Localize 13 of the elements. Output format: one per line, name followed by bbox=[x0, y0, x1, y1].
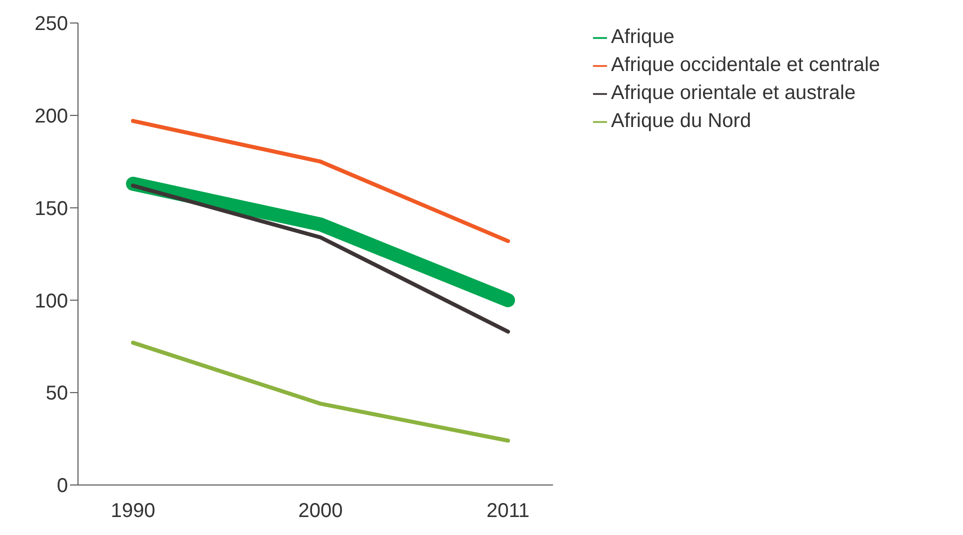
y-tick-label: 50 bbox=[46, 382, 68, 405]
x-tick-label: 1990 bbox=[110, 500, 156, 522]
y-tick-label: 0 bbox=[56, 475, 68, 498]
legend-label: Afrique du Nord bbox=[611, 110, 752, 132]
y-tick-label: 250 bbox=[34, 13, 68, 36]
x-tick-label: 2000 bbox=[298, 500, 343, 522]
legend-label: Afrique bbox=[611, 26, 674, 48]
legend-label: Afrique occidentale et centrale bbox=[611, 54, 880, 76]
x-tick-label: 2011 bbox=[486, 500, 530, 522]
legend-label: Afrique orientale et australe bbox=[611, 82, 856, 104]
y-tick-label: 100 bbox=[34, 290, 68, 312]
y-tick-label: 150 bbox=[34, 198, 68, 220]
y-tick-label: 200 bbox=[34, 106, 68, 128]
